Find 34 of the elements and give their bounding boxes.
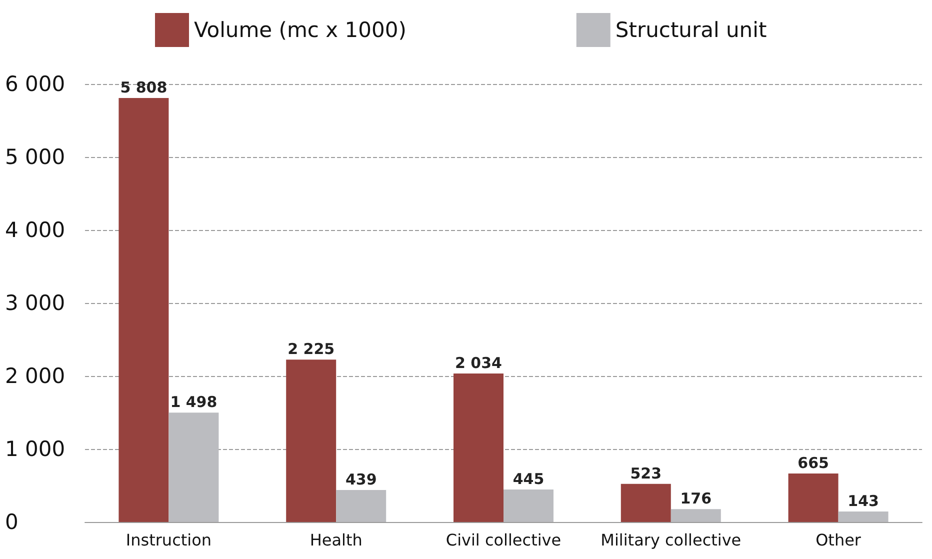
data-label: 523 [630, 464, 662, 482]
data-label: 439 [345, 470, 377, 488]
x-tick-label: Health [310, 530, 362, 550]
bar [118, 98, 169, 522]
bar [454, 374, 504, 522]
y-tick-label: 0 [5, 510, 18, 534]
bar [336, 490, 386, 522]
bar [620, 484, 671, 522]
legend-label: Structural unit [615, 18, 767, 42]
legend-label: Volume (mc x 1000) [194, 18, 406, 42]
bar [504, 490, 554, 522]
x-tick-label: Other [816, 530, 862, 550]
y-tick-label: 1 000 [5, 437, 66, 461]
data-label: 445 [512, 470, 544, 488]
x-tick-label: Military collective [600, 530, 742, 550]
data-label: 143 [848, 492, 879, 510]
data-label: 665 [798, 454, 829, 472]
y-tick-label: 3 000 [5, 291, 66, 315]
x-tick-label: Civil collective [446, 530, 562, 550]
x-tick-label: Instruction [126, 530, 212, 550]
data-label: 2 034 [455, 354, 502, 372]
y-tick-label: 4 000 [5, 218, 66, 242]
data-label: 5 808 [120, 78, 168, 97]
bar [670, 509, 721, 522]
bar [168, 412, 219, 522]
y-tick-label: 6 000 [5, 72, 66, 96]
data-label: 2 225 [288, 340, 335, 358]
data-label: 176 [680, 490, 712, 508]
bar [286, 360, 336, 522]
bar [788, 473, 838, 522]
data-label: 1 498 [170, 393, 218, 412]
bar [838, 512, 888, 522]
y-tick-label: 2 000 [5, 364, 66, 388]
y-tick-label: 5 000 [5, 145, 66, 169]
